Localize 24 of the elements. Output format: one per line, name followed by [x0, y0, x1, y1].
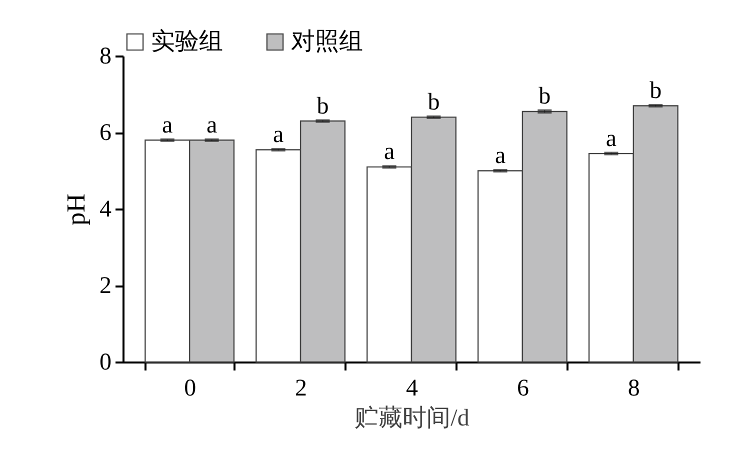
y-tick-label: 2 [100, 273, 112, 299]
data-label: b [650, 78, 662, 104]
x-axis-title: 贮藏时间/d [354, 406, 470, 432]
data-label: a [206, 112, 218, 138]
y-tick-label: 6 [100, 120, 112, 146]
y-axis-title: pH [62, 193, 90, 226]
x-tick-label: 4 [406, 376, 418, 402]
data-label: b [428, 89, 440, 116]
data-label: a [606, 126, 617, 152]
y-tick-label: 0 [100, 350, 112, 376]
x-tick-label: 0 [184, 376, 196, 402]
x-tick-label: 2 [295, 376, 308, 402]
data-label: b [538, 83, 551, 110]
data-label: a [384, 139, 395, 166]
data-label: b [316, 93, 329, 120]
data-label: a [494, 142, 506, 169]
y-tick-label: 8 [100, 44, 112, 70]
data-label: a [273, 122, 284, 148]
legend-label: 对照组 [291, 29, 363, 55]
legend-label: 实验组 [151, 28, 223, 55]
y-tick-label: 4 [100, 196, 112, 222]
x-tick-label: 6 [516, 376, 529, 402]
data-label: a [162, 112, 174, 138]
x-tick-label: 8 [628, 376, 640, 402]
